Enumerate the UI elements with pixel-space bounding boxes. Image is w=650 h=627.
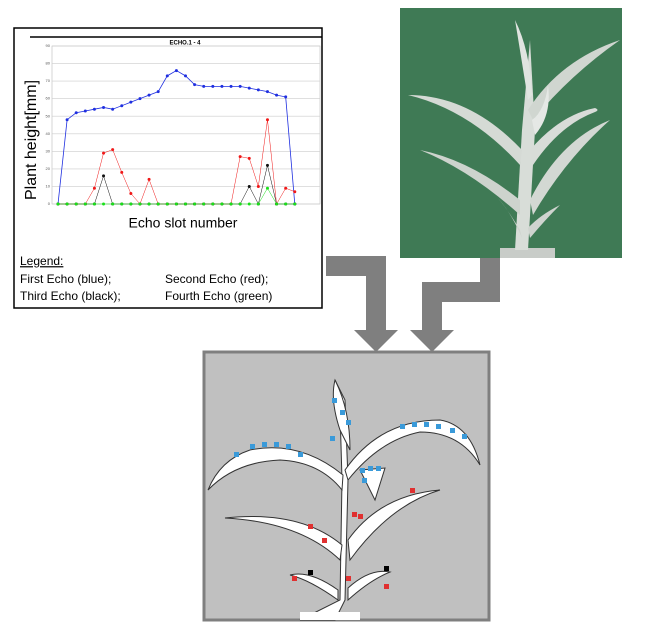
data-point (265, 90, 269, 94)
data-point (156, 202, 160, 206)
plant-photo (400, 8, 622, 258)
data-point (120, 202, 124, 206)
legend-item: Fourth Echo (green) (165, 289, 272, 303)
data-point (129, 191, 133, 195)
data-point (247, 202, 251, 206)
data-point (156, 90, 160, 94)
data-point (138, 97, 142, 101)
data-point (92, 202, 96, 206)
x-axis-label: Echo slot number (129, 215, 238, 231)
arrows (326, 256, 500, 352)
data-point (120, 170, 124, 174)
y-tick-label: 10 (46, 184, 51, 189)
y-tick-label: 80 (46, 61, 51, 66)
data-point (83, 202, 87, 206)
plot: 0 10 20 30 40 50 60 70 80 90 (46, 43, 321, 206)
data-point (256, 88, 260, 92)
data-point (102, 105, 106, 109)
y-tick-label: 70 (46, 78, 51, 83)
data-point (238, 84, 242, 88)
data-point (247, 86, 251, 90)
data-point (265, 118, 269, 122)
data-point (147, 177, 151, 181)
data-point (256, 202, 260, 206)
data-point (92, 107, 96, 111)
legend-item: Second Echo (red); (165, 272, 268, 286)
y-tick-label: 90 (46, 43, 51, 48)
data-point (184, 202, 187, 206)
legend-item: First Echo (blue); (20, 272, 111, 286)
data-point (111, 148, 115, 152)
data-point (92, 186, 96, 190)
legend-item: Third Echo (black); (20, 289, 121, 303)
y-tick-label: 30 (46, 148, 51, 153)
y-tick-label: 0 (48, 201, 51, 206)
data-point (247, 184, 251, 188)
data-point (65, 202, 69, 206)
y-tick-label: 50 (46, 113, 51, 118)
data-point (111, 202, 115, 206)
data-point (174, 69, 178, 73)
y-tick-label: 40 (46, 131, 51, 136)
data-point (256, 184, 260, 188)
chart-title: ECHO.1 - 4 (169, 41, 201, 47)
data-point (193, 83, 197, 87)
data-point (165, 202, 169, 206)
data-point (120, 104, 124, 108)
data-point (74, 111, 78, 115)
data-point (83, 109, 87, 113)
data-point (147, 202, 151, 206)
legend-heading: Legend: (20, 254, 63, 268)
y-tick-label: 20 (46, 166, 51, 171)
data-point (265, 186, 269, 190)
data-point (56, 202, 60, 206)
data-point (138, 202, 142, 206)
data-point (65, 118, 69, 122)
data-point (238, 202, 242, 206)
data-point (211, 202, 215, 206)
data-point (102, 151, 106, 155)
data-point (211, 84, 215, 88)
data-point (129, 100, 133, 104)
data-point (129, 202, 133, 206)
data-point (265, 163, 269, 167)
data-point (184, 74, 187, 78)
data-point (238, 155, 242, 159)
data-point (275, 93, 279, 97)
data-point (202, 84, 206, 88)
data-point (202, 202, 206, 206)
y-axis-label: Plant height[mm] (23, 80, 40, 200)
data-point (284, 95, 288, 99)
data-point (275, 202, 279, 206)
data-point (229, 84, 233, 88)
data-point (284, 202, 288, 206)
data-point (193, 202, 197, 206)
diagram-panel (202, 350, 491, 622)
data-point (147, 93, 151, 97)
data-point (102, 174, 106, 178)
data-point (165, 74, 169, 78)
data-point (74, 202, 78, 206)
data-point (293, 190, 297, 194)
data-point (284, 186, 288, 190)
data-point (247, 156, 251, 160)
data-point (102, 202, 106, 206)
y-tick-label: 60 (46, 96, 51, 101)
data-point (220, 202, 224, 206)
data-point (293, 202, 297, 206)
data-point (220, 84, 224, 88)
data-point (111, 107, 115, 111)
data-point (229, 202, 233, 206)
data-point (174, 202, 178, 206)
